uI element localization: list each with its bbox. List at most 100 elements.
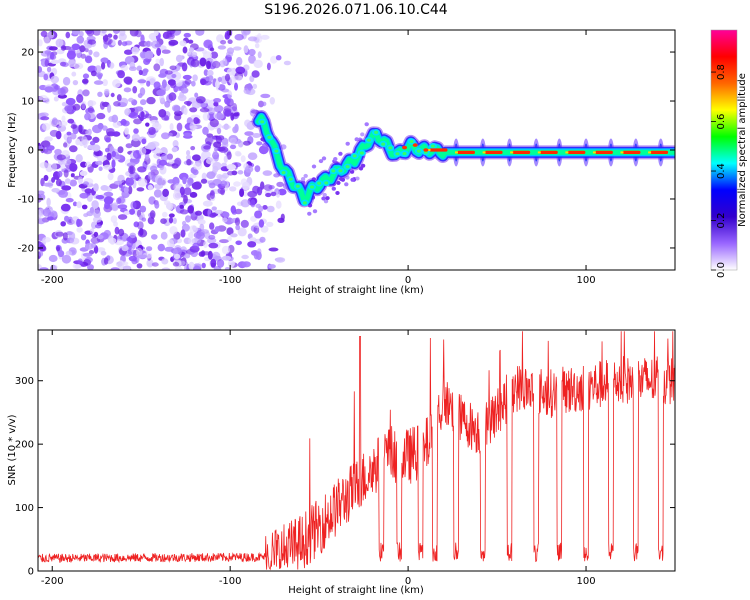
spectrogram-noise-cell — [233, 46, 242, 51]
spectrogram-noise-cell — [44, 59, 49, 67]
spectrogram-noise-cell — [153, 152, 161, 159]
spectrogram-noise-cell — [90, 70, 97, 77]
spectrogram-signal-ridge — [251, 110, 675, 208]
spectrogram-noise-cell — [206, 133, 214, 138]
spectrogram-ridge-core — [416, 149, 421, 153]
spectrogram-noise-cell — [214, 226, 220, 233]
spectrogram-noise-cell — [233, 181, 241, 187]
spectrogram-noise-cell — [202, 126, 209, 135]
spectrogram-noise-cell — [54, 85, 61, 90]
spectrogram-noise-cell — [209, 47, 215, 52]
spectrogram-noise-cell — [118, 228, 125, 237]
spectrogram-noise-cell — [160, 153, 169, 162]
spectrogram-noise-cell — [192, 74, 198, 82]
spectrogram-noise-cell — [187, 39, 194, 44]
spectrogram-noise-cell — [136, 263, 143, 269]
spectrogram-noise-cell — [235, 224, 241, 231]
spectrogram-noise-cell — [174, 64, 181, 72]
spectrogram-noise-cell — [244, 165, 254, 173]
colorbar: 0.0 0.2 0.4 0.6 0.8 Normalized spectral ampl… — [710, 29, 748, 278]
spectrogram-noise-cell — [93, 183, 99, 192]
spectrogram-noise-cell — [102, 79, 108, 87]
spectrogram-noise-cell — [203, 145, 211, 150]
spectrogram-noise-cell — [181, 62, 188, 72]
spectrogram-noise-cell — [266, 221, 274, 227]
spectrogram-noise-cell — [38, 39, 43, 47]
spectrogram-noise-cell — [360, 132, 365, 137]
spectrogram-noise-cell — [38, 218, 46, 225]
spectrogram-noise-cell — [99, 101, 105, 110]
spectrogram-noise-cell — [50, 59, 60, 64]
spectrogram-noise-cell — [236, 56, 243, 66]
spectrogram-noise-cell — [209, 191, 215, 199]
spectrogram-peak-edge — [482, 151, 486, 154]
spectrogram-noise-cell — [82, 78, 89, 84]
spectrogram-noise-cell — [211, 60, 221, 69]
spectrogram-noise-cell — [147, 171, 154, 180]
spectrogram-noise-cell — [164, 246, 175, 252]
spectrogram-noise-cell — [195, 96, 206, 104]
spectrogram-noise-cell — [223, 155, 228, 163]
spectrogram-noise-cell — [40, 50, 51, 57]
spectrogram-noise-cell — [117, 204, 128, 210]
spectrogram-noise-cell — [227, 259, 235, 268]
spectrogram-noise-cell — [268, 247, 279, 252]
spectrogram-ridge-core — [281, 171, 286, 175]
spectrogram-noise-cell — [116, 197, 122, 205]
spectrogram-noise-cell — [220, 180, 228, 187]
spectrogram-noise-cell — [103, 191, 114, 198]
colorbar-label: Normalized spectral amplitude — [737, 73, 748, 227]
spectrogram-ridge-core — [302, 201, 307, 205]
spectrogram-noise-cell — [119, 97, 129, 106]
spectrogram-noise-cell — [89, 140, 96, 146]
spectrogram-noise-cell — [82, 252, 93, 257]
spectrogram-noise-cell — [80, 53, 87, 59]
spectrogram-ridge-core — [366, 138, 371, 142]
spectrogram-noise-cell — [109, 62, 115, 69]
spectrogram-noise-cell — [90, 242, 97, 248]
spectrogram-noise-cell — [169, 123, 174, 131]
spectrogram-noise-cell — [113, 34, 118, 40]
spectrogram-noise-cell — [117, 174, 125, 184]
spectrogram-noise-cell — [222, 217, 228, 223]
spectrogram-noise-cell — [172, 217, 177, 224]
spectrogram-noise-cell — [206, 60, 211, 70]
spectrogram-noise-cell — [175, 54, 183, 63]
spectrogram-noise-cell — [117, 214, 128, 220]
spectrogram-noise-cell — [123, 186, 129, 194]
spectrogram-x-label: Height of straight line (km) — [288, 285, 424, 296]
spectrogram-noise-cell — [136, 247, 143, 257]
spectrogram-noise-cell — [201, 251, 211, 256]
spectrogram-noise-cell — [222, 211, 230, 218]
spectrogram-noise-cell — [38, 145, 44, 150]
spectrogram-noise-cell — [270, 191, 277, 197]
spectrogram-peak-segment — [650, 150, 669, 154]
spectrogram-noise-cell — [303, 173, 308, 178]
spectrogram-noise-cell — [127, 249, 137, 255]
spectrogram-noise-cell — [87, 264, 94, 270]
spectrogram-noise-cell — [112, 30, 120, 34]
spectrogram-noise-cell — [209, 222, 215, 230]
spectrogram-noise-cell — [116, 94, 122, 102]
snr-frame — [37, 329, 676, 572]
spectrogram-noise-cell — [212, 161, 222, 171]
spectrogram-noise-cell — [234, 217, 241, 226]
spectrogram-noise-cell — [232, 103, 238, 112]
spectrogram-noise-cell — [98, 166, 103, 172]
spectrogram-noise-cell — [64, 104, 74, 113]
spectrogram-noise-cell — [209, 213, 217, 218]
spectrogram-noise-cell — [149, 210, 156, 219]
spectrogram-noise-cell — [140, 99, 147, 106]
spectrogram-noise-cell — [80, 161, 88, 168]
spectrogram-noise-cell — [138, 147, 147, 156]
spectrogram-noise-cell — [209, 118, 219, 128]
spectrogram-noise-cell — [183, 194, 188, 204]
spectrogram-noise-cell — [79, 170, 88, 176]
spectrogram-noise-cell — [65, 198, 74, 203]
spectrogram-noise-cell — [211, 206, 217, 211]
spectrogram-noise-cell — [232, 75, 243, 81]
spectrogram-noise-cell — [199, 107, 210, 113]
spectrogram-ridge-core — [288, 177, 293, 181]
snr-x-tick-label: -100 — [219, 576, 242, 587]
